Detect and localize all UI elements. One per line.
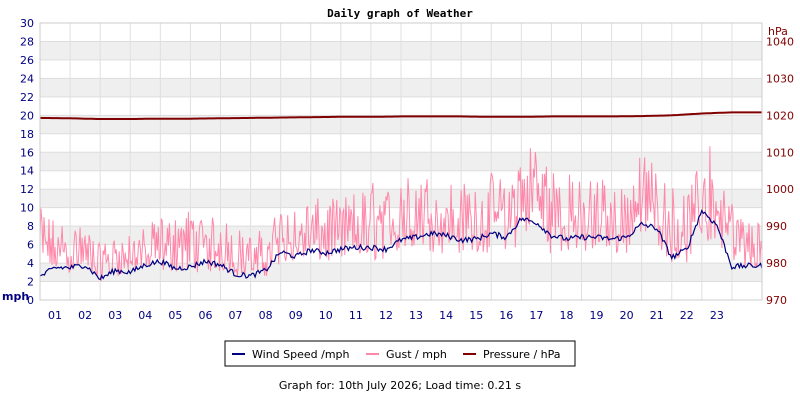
y-right-tick-label: 1040 (766, 35, 794, 48)
x-tick-label: 01 (48, 309, 62, 322)
x-tick-label: 22 (680, 309, 694, 322)
y-left-tick-label: 26 (20, 54, 34, 67)
y-left-tick-label: 4 (27, 257, 34, 270)
y-left-tick-label: 28 (20, 35, 34, 48)
x-tick-label: 09 (289, 309, 303, 322)
axes: 0246810121416182022242628309709809901000… (20, 17, 794, 322)
y-left-tick-label: 22 (20, 91, 34, 104)
legend: Wind Speed /mph Gust / mph Pressure / hP… (224, 340, 576, 367)
x-tick-label: 05 (168, 309, 182, 322)
x-tick-label: 18 (559, 309, 573, 322)
y-right-tick-label: 1010 (766, 146, 794, 159)
x-tick-label: 02 (78, 309, 92, 322)
y-left-tick-label: 14 (20, 165, 34, 178)
x-tick-label: 03 (108, 309, 122, 322)
y-left-tick-label: 6 (27, 239, 34, 252)
x-tick-label: 04 (138, 309, 152, 322)
y-right-tick-label: 1000 (766, 183, 794, 196)
x-tick-label: 17 (529, 309, 543, 322)
x-tick-label: 21 (650, 309, 664, 322)
gust-line (39, 146, 763, 282)
legend-gust-label: Gust / mph (386, 348, 447, 361)
x-tick-label: 06 (198, 309, 212, 322)
plot-frame (39, 22, 763, 301)
x-tick-label: 11 (349, 309, 363, 322)
y-right-tick-label: 1030 (766, 72, 794, 85)
gust-series (39, 146, 763, 282)
x-tick-label: 08 (259, 309, 273, 322)
footer-text: Graph for: 10th July 2026; Load time: 0.… (278, 379, 522, 392)
legend-box (224, 340, 576, 367)
y-left-tick-label: 20 (20, 109, 34, 122)
x-tick-label: 14 (439, 309, 453, 322)
pressure-line (39, 111, 762, 120)
y-left-tick-label: 24 (20, 72, 34, 85)
y-left-tick-label: 0 (27, 294, 34, 307)
x-tick-label: 20 (620, 309, 634, 322)
y-left-tick-label: 18 (20, 128, 34, 141)
y-left-tick-label: 8 (27, 220, 34, 233)
x-tick-label: 23 (710, 309, 724, 322)
legend-wind-label: Wind Speed /mph (252, 348, 350, 361)
x-tick-label: 10 (319, 309, 333, 322)
y-right-unit: hPa (768, 25, 788, 38)
y-right-tick-label: 980 (766, 257, 787, 270)
pressure-series (39, 111, 762, 120)
chart-title: Daily graph of Weather (327, 7, 473, 20)
y-left-tick-label: 2 (27, 276, 34, 289)
y-left-tick-label: 16 (20, 146, 34, 159)
y-right-tick-label: 990 (766, 220, 787, 233)
x-tick-label: 16 (499, 309, 513, 322)
wind-line (39, 209, 763, 281)
y-right-tick-label: 1020 (766, 109, 794, 122)
y-left-tick-label: 12 (20, 183, 34, 196)
x-tick-label: 07 (229, 309, 243, 322)
y-right-tick-label: 970 (766, 294, 787, 307)
y-left-tick-label: 10 (20, 202, 34, 215)
wind-series (39, 209, 763, 281)
x-tick-label: 19 (590, 309, 604, 322)
x-tick-label: 15 (469, 309, 483, 322)
y-left-unit: mph (2, 290, 29, 303)
x-tick-label: 13 (409, 309, 423, 322)
y-left-tick-label: 30 (20, 17, 34, 30)
legend-pressure-label: Pressure / hPa (483, 348, 561, 361)
x-tick-label: 12 (379, 309, 393, 322)
